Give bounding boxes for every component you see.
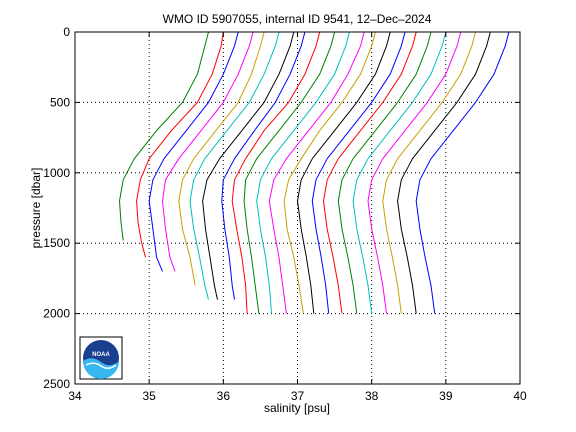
profile-line-7 [202, 31, 295, 300]
y-tick-label: 1000 [43, 166, 70, 180]
profile-line-1 [119, 31, 209, 241]
x-tick-label: 36 [217, 389, 231, 403]
grid [75, 32, 520, 384]
profile-line-22 [415, 31, 510, 314]
profile-line-20 [382, 31, 476, 314]
plot-frame [74, 31, 521, 385]
x-tick-label: 35 [142, 389, 156, 403]
profile-line-10 [243, 31, 336, 314]
profile-line-11 [256, 31, 350, 314]
profile-line-14 [297, 31, 391, 314]
noaa-logo: NOAA [79, 336, 123, 380]
profile-line-3 [148, 31, 239, 272]
profile-line-6 [189, 31, 280, 300]
profile-line-18 [352, 31, 447, 314]
y-tick-label: 500 [50, 95, 70, 109]
x-tick-label: 38 [365, 389, 379, 403]
series-group [119, 31, 510, 314]
x-axis-title: salinity [psu] [264, 401, 330, 415]
profile-line-13 [283, 31, 376, 314]
x-tick-label: 40 [513, 389, 527, 403]
tick-labels: 34 35 36 37 38 39 40 0 500 1000 1500 2000 2500 [43, 25, 527, 403]
profile-line-9 [231, 31, 321, 314]
profile-line-2 [136, 31, 224, 258]
profile-line-15 [311, 31, 406, 314]
x-tick-label: 39 [439, 389, 453, 403]
y-tick-label: 1500 [43, 236, 70, 250]
profile-line-12 [268, 31, 365, 314]
x-tick-label: 37 [291, 389, 305, 403]
chart-title: WMO ID 5907055, internal ID 9541, 12–Dec… [163, 12, 432, 26]
profile-line-17 [337, 31, 432, 314]
profile-line-8 [221, 31, 306, 300]
profile-line-19 [367, 31, 462, 314]
x-tick-label: 34 [68, 389, 82, 403]
profile-line-16 [323, 31, 417, 314]
profile-line-5 [178, 31, 265, 286]
axes [74, 31, 521, 385]
logo-text: NOAA [92, 352, 110, 358]
y-tick-label: 0 [63, 25, 70, 39]
y-tick-label: 2500 [43, 377, 70, 391]
profile-line-4 [162, 31, 254, 272]
y-tick-label: 2000 [43, 307, 70, 321]
y-axis-title: pressure [dbar] [29, 168, 43, 249]
profile-line-21 [397, 31, 491, 314]
